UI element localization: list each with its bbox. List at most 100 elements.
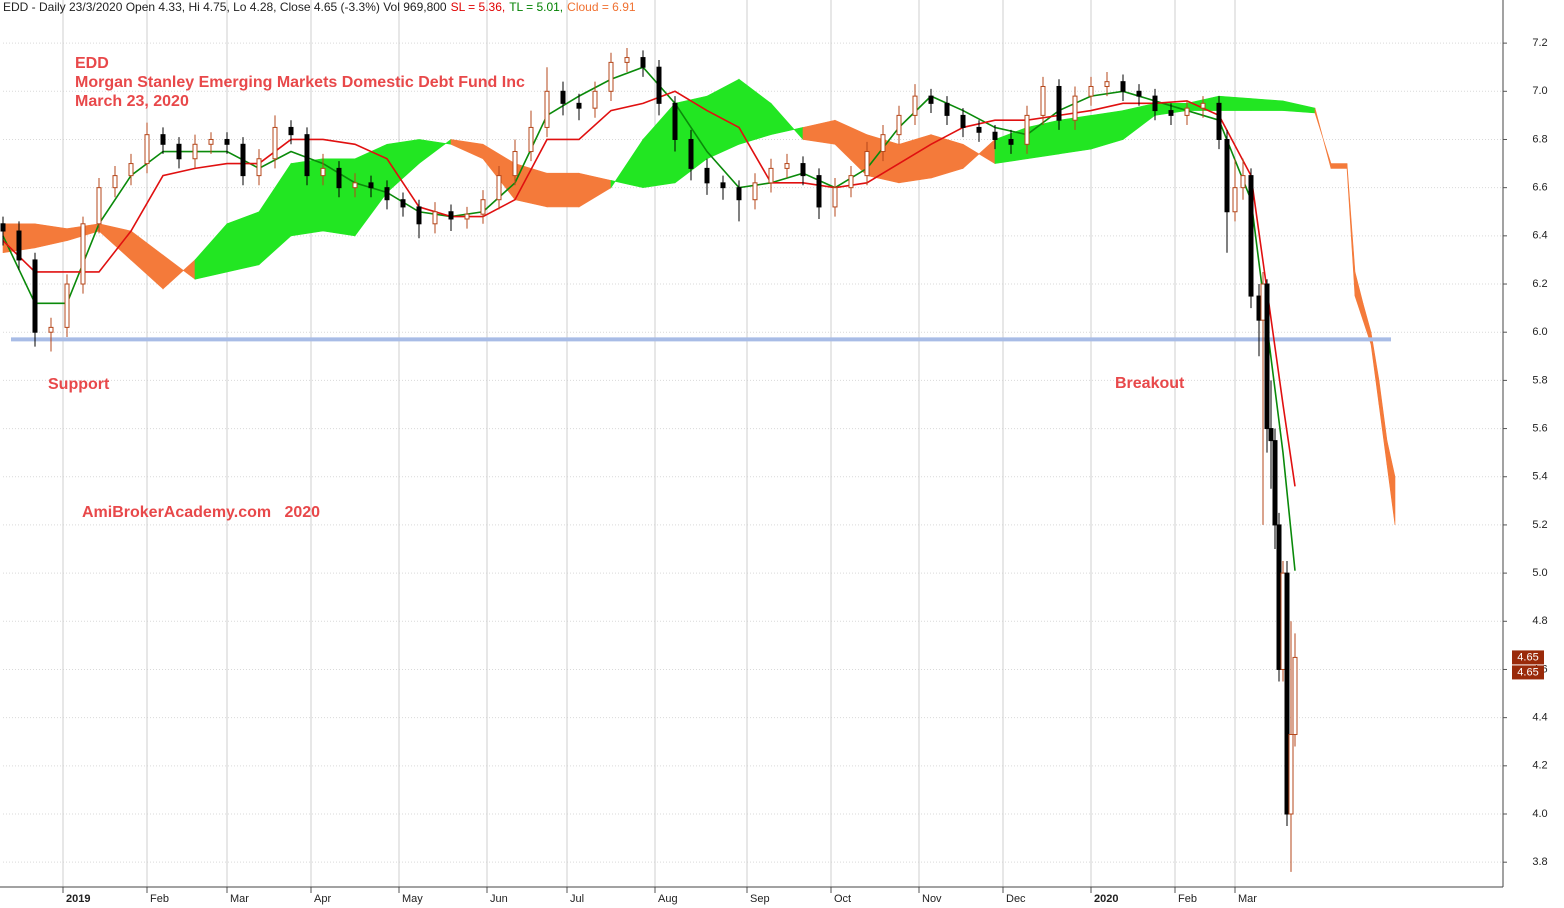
candle-body bbox=[1200, 102, 1206, 109]
cloud-segment bbox=[1378, 380, 1388, 465]
last-price-label: 4.65 bbox=[1517, 651, 1538, 663]
candle-body bbox=[896, 114, 902, 136]
header: EDD - Daily 23/3/2020 Open 4.33, Hi 4.75… bbox=[3, 0, 636, 14]
candle-body bbox=[1152, 95, 1158, 112]
candle-body bbox=[320, 167, 326, 177]
candle-body bbox=[944, 102, 950, 116]
candle-layer bbox=[0, 47, 1298, 872]
cloud-segment bbox=[1218, 95, 1252, 111]
cloud-segment bbox=[194, 223, 228, 280]
y-tick-label: 7.2 bbox=[1532, 37, 1547, 49]
candle-body bbox=[1240, 175, 1246, 189]
cloud-segment bbox=[226, 211, 260, 273]
candle-body bbox=[976, 126, 982, 133]
candle-body bbox=[304, 134, 310, 177]
candle-body bbox=[672, 102, 678, 140]
x-tick-label: 2020 bbox=[1094, 893, 1118, 905]
cloud-segment bbox=[418, 138, 452, 165]
candle-body bbox=[1260, 283, 1266, 321]
candle-body bbox=[1268, 428, 1274, 442]
candle-body bbox=[768, 167, 774, 184]
candle-body bbox=[336, 167, 342, 189]
candle-body bbox=[1256, 295, 1262, 321]
cloud-segment bbox=[162, 254, 196, 290]
x-tick-label: Sep bbox=[750, 893, 770, 905]
header-text: EDD - Daily 23/3/2020 Open 4.33, Hi 4.75… bbox=[3, 0, 447, 14]
candle-body bbox=[512, 151, 518, 177]
y-tick-label: 7.0 bbox=[1532, 85, 1547, 97]
candle-body bbox=[560, 90, 566, 104]
x-tick-label: Jul bbox=[570, 893, 584, 905]
candle-body bbox=[448, 211, 454, 220]
cloud-segment bbox=[258, 162, 292, 266]
candle-body bbox=[592, 90, 598, 109]
y-tick-label: 4.4 bbox=[1532, 712, 1547, 724]
cloud-segment bbox=[1330, 163, 1348, 169]
y-tick-label: 4.0 bbox=[1532, 808, 1547, 820]
y-tick-label: 6.6 bbox=[1532, 182, 1547, 194]
cloud-segment bbox=[578, 172, 612, 208]
cloud-segment bbox=[642, 102, 676, 189]
header-tl: TL = 5.01, bbox=[509, 0, 563, 14]
y-tick-label: 5.2 bbox=[1532, 519, 1547, 531]
candle-body bbox=[704, 167, 710, 184]
annotation: Morgan Stanley Emerging Markets Domestic… bbox=[75, 74, 525, 91]
x-tick-label: Jun bbox=[490, 893, 508, 905]
cloud-segment bbox=[962, 138, 996, 170]
candle-body bbox=[1272, 440, 1278, 526]
candle-body bbox=[1104, 81, 1110, 87]
candle-body bbox=[208, 138, 214, 145]
candle-body bbox=[832, 187, 838, 208]
candle-body bbox=[864, 151, 870, 177]
candle-body bbox=[1232, 187, 1238, 213]
candle-body bbox=[496, 175, 502, 201]
candle-body bbox=[128, 163, 134, 177]
header-cloud: Cloud = 6.91 bbox=[567, 0, 636, 14]
candle-body bbox=[640, 57, 646, 68]
candle-body bbox=[1056, 85, 1062, 121]
candle-body bbox=[288, 126, 294, 136]
candle-body bbox=[144, 134, 150, 165]
candle-body bbox=[960, 114, 966, 128]
y-tick-label: 6.8 bbox=[1532, 133, 1547, 145]
candle-body bbox=[0, 223, 6, 232]
candle-body bbox=[1024, 114, 1030, 145]
cloud-segment bbox=[546, 172, 580, 208]
candle-body bbox=[528, 126, 534, 153]
candle-body bbox=[352, 182, 358, 189]
candle-body bbox=[96, 187, 102, 225]
candle-body bbox=[160, 134, 166, 145]
candle-body bbox=[432, 211, 438, 225]
candle-body bbox=[848, 175, 854, 189]
candle-body bbox=[688, 138, 694, 169]
candle-body bbox=[784, 163, 790, 169]
candle-body bbox=[1276, 524, 1282, 670]
x-tick-label: Dec bbox=[1006, 893, 1026, 905]
cloud-segment bbox=[450, 139, 484, 160]
x-tick-label: Feb bbox=[1178, 893, 1197, 905]
candle-body bbox=[1248, 175, 1254, 297]
candle-body bbox=[416, 206, 422, 225]
cloud-segment bbox=[802, 119, 836, 145]
y-tick-label: 6.4 bbox=[1532, 230, 1547, 242]
annotation: AmiBrokerAcademy.com 2020 bbox=[82, 504, 320, 521]
candle-body bbox=[32, 259, 38, 333]
candle-body bbox=[464, 213, 470, 220]
y-tick-label: 6.0 bbox=[1532, 326, 1547, 338]
cloud-segment bbox=[1354, 271, 1364, 321]
candle-body bbox=[64, 283, 70, 328]
candle-body bbox=[272, 126, 278, 160]
candle-body bbox=[112, 175, 118, 189]
candle-body bbox=[1088, 85, 1094, 97]
candle-body bbox=[80, 223, 86, 285]
x-tick-label: Oct bbox=[834, 893, 851, 905]
cloud-segment bbox=[1314, 108, 1332, 169]
candle-body bbox=[368, 182, 374, 189]
candle-body bbox=[1184, 107, 1190, 116]
x-tick-label: Feb bbox=[150, 893, 169, 905]
candle-body bbox=[736, 187, 742, 201]
candle-body bbox=[1288, 734, 1294, 815]
cloud-segment bbox=[1122, 102, 1156, 141]
